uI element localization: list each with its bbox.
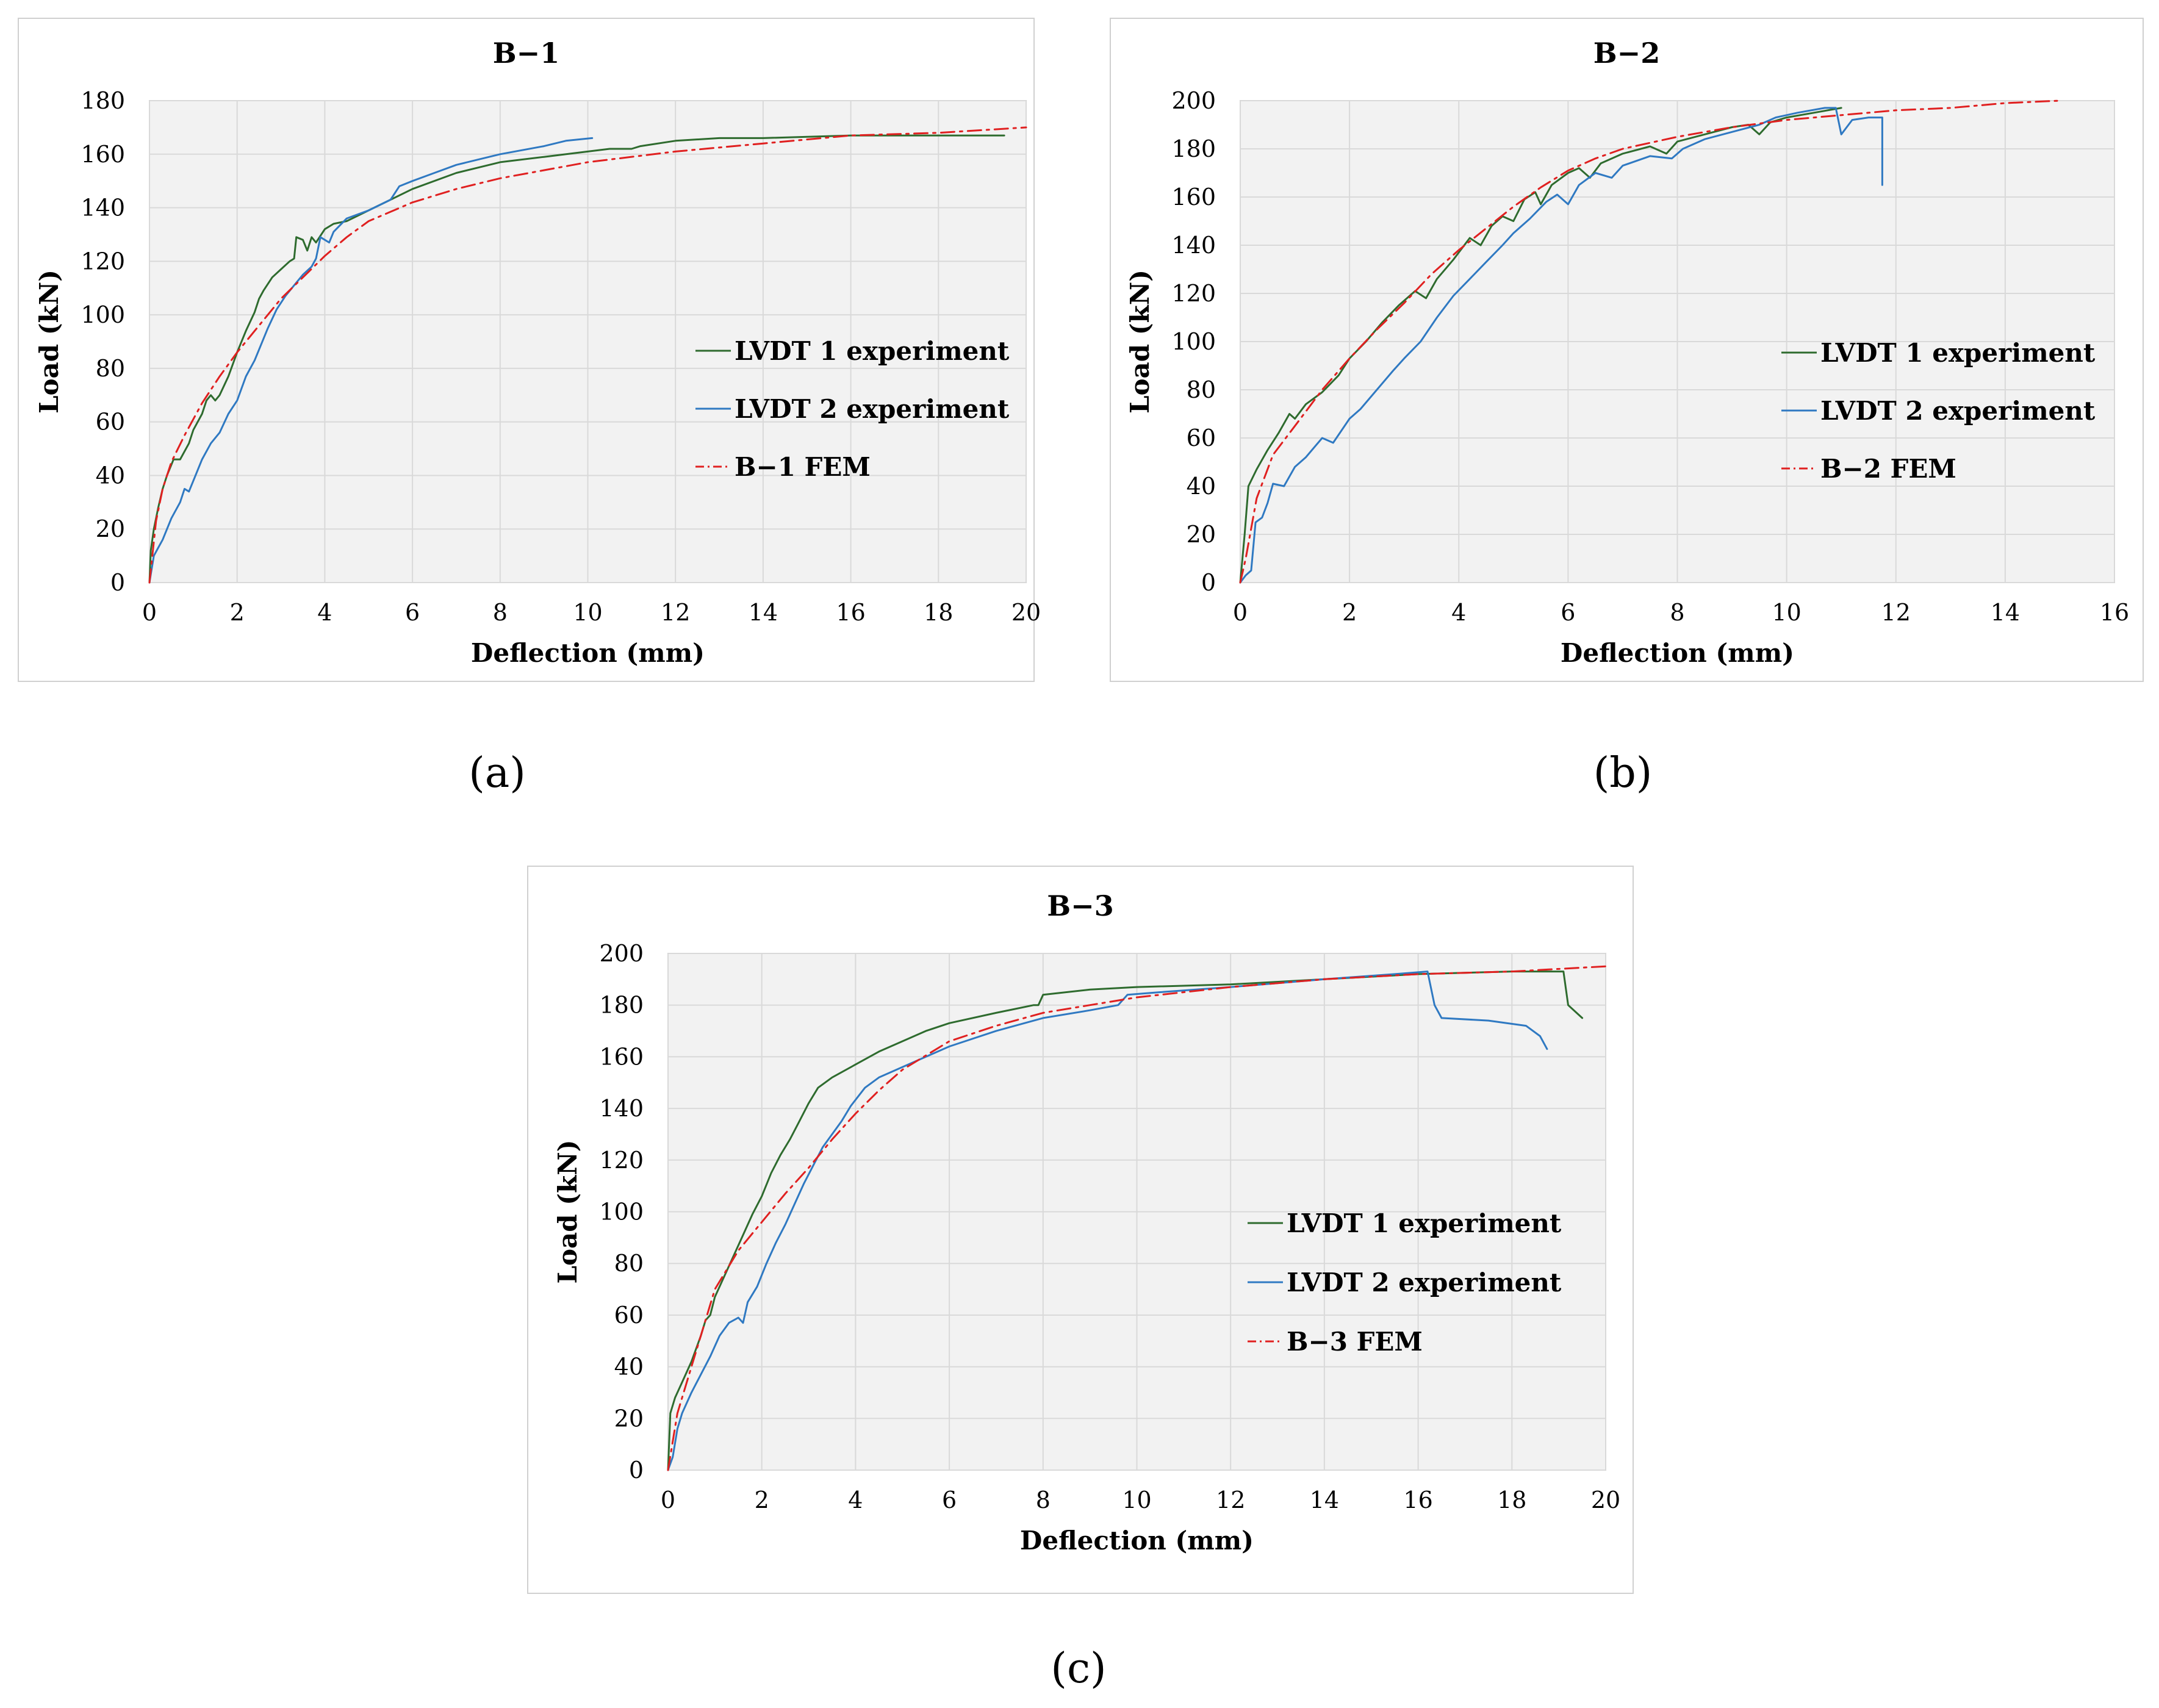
chart-c-y-tick-label: 140 [599,1095,644,1122]
chart-a-series-3-line [148,126,1027,584]
chart-b-y-tick-label: 80 [1187,376,1216,403]
chart-c-y-tick-label: 200 [599,940,644,967]
chart-b-y-tick-label: 160 [1171,184,1216,210]
chart-b-series-3-line [1239,99,2061,584]
chart-c-y-tick-label: 80 [614,1250,644,1277]
chart-a-y-tick-label: 120 [81,248,125,274]
chart-b-legend-label-1: LVDT 1 experiment [1820,338,2096,368]
chart-c-x-tick-label: 2 [755,1487,769,1513]
chart-b-y-tick-label: 20 [1187,521,1216,548]
chart-c-x-tick-label: 18 [1497,1487,1526,1513]
chart-a-y-tick-label: 160 [81,141,125,168]
chart-a-y-tick-label: 40 [96,462,125,489]
chart-a-x-tick-label: 2 [230,599,245,626]
chart-c-x-tick-label: 4 [848,1487,863,1513]
chart-a-x-tick-label: 6 [405,599,420,626]
chart-b-title: B−2 [1593,37,1660,70]
chart-a-legend-label-3: B−1 FEM [735,452,871,482]
chart-a-y-tick-label: 60 [96,409,125,436]
chart-a-x-tick-label: 8 [493,599,508,626]
chart-c-x-tick-label: 12 [1216,1487,1245,1513]
chart-a-y-tick-label: 180 [81,87,125,114]
caption-b: (b) [1593,749,1653,797]
chart-b-series-2-line [1239,107,1883,584]
chart-c-y-axis-label: Load (kN) [553,1140,583,1284]
chart-c-title: B−3 [1047,889,1113,922]
chart-b2: 0 2 4 6 8 10 12 14 16020406080100120140160180200… [1110,18,2144,682]
chart-b-x-tick-label: 16 [2100,599,2129,626]
chart-a-x-tick-label: 16 [836,599,865,626]
chart-a-series-1-line [148,134,1005,584]
chart-a-x-tick-label: 14 [749,599,778,626]
chart-c-series-3-line [667,965,1607,1471]
chart-c-x-tick-label: 16 [1403,1487,1432,1513]
chart-c-y-tick-label: 180 [599,992,644,1019]
chart-b-y-tick-label: 180 [1171,135,1216,162]
chart-b-y-tick-label: 40 [1187,473,1216,500]
chart-c-x-tick-label: 8 [1036,1487,1051,1513]
chart-b-x-tick-label: 8 [1670,599,1684,626]
chart-b-y-tick-label: 100 [1171,328,1216,355]
chart-b-y-tick-label: 0 [1201,569,1216,596]
chart-a-x-tick-label: 10 [573,599,602,626]
chart-a-y-tick-label: 140 [81,195,125,221]
chart-b-legend-label-2: LVDT 2 experiment [1820,396,2096,426]
chart-c-legend-label-3: B−3 FEM [1287,1327,1423,1357]
chart-b-x-tick-label: 6 [1561,599,1575,626]
chart-b3: 0 2 4 6 8 10 12 14 16 18 2002040608010012014016018… [527,866,1634,1594]
chart-b-x-tick-label: 14 [1991,599,2020,626]
chart-b-y-tick-label: 120 [1171,280,1216,307]
chart-c-y-tick-label: 120 [599,1147,644,1174]
chart-a-y-tick-label: 100 [81,301,125,328]
chart-a-series-2-line [148,137,594,584]
chart-c-series-1-line [667,971,1584,1471]
chart-c-x-tick-label: 14 [1310,1487,1339,1513]
chart-b-series-1-line [1239,107,1842,584]
chart-b-x-tick-label: 12 [1881,599,1911,626]
caption-c: (c) [1051,1645,1106,1693]
chart-c-x-tick-label: 0 [661,1487,675,1513]
chart-b-y-tick-label: 60 [1187,425,1216,451]
caption-a: (a) [469,749,526,797]
chart-b1: 0 2 4 6 8 10 12 14 16 18 20 0 20 40 60 80 100 120 140 160 18… [18,18,1041,682]
chart-a-y-tick-label: 20 [96,515,125,542]
chart-b-y-tick-label: 140 [1171,232,1216,259]
chart-a-x-tick-label: 20 [1011,599,1041,626]
chart-c-y-tick-label: 20 [614,1405,644,1432]
chart-a-x-tick-label: 4 [317,599,332,626]
chart-c-x-tick-label: 20 [1591,1487,1620,1513]
chart-c-y-tick-label: 0 [629,1457,644,1484]
chart-b-x-tick-label: 10 [1772,599,1801,626]
chart-b-x-axis-label: Deflection (mm) [1561,638,1794,668]
chart-c-y-tick-label: 160 [599,1043,644,1070]
chart-a-legend-label-1: LVDT 1 experiment [735,336,1010,366]
chart-b-legend-label-3: B−2 FEM [1820,454,1956,484]
chart-b-x-tick-label: 4 [1451,599,1466,626]
chart-c-y-tick-label: 40 [614,1354,644,1380]
chart-b-x-tick-label: 0 [1233,599,1248,626]
chart-a-title: B−1 [493,37,559,70]
chart-a-x-tick-label: 18 [924,599,953,626]
chart-c-series-2-line [667,971,1548,1471]
chart-a-y-tick-label: 80 [96,355,125,382]
chart-a-y-tick-label: 0 [110,569,125,596]
chart-a-legend-label-2: LVDT 2 experiment [735,394,1010,424]
chart-c-legend-label-1: LVDT 1 experiment [1287,1208,1562,1238]
chart-a-y-axis-label: Load (kN) [34,270,64,414]
chart-c-x-tick-label: 6 [942,1487,957,1513]
chart-a-x-tick-label: 0 [142,599,157,626]
chart-c-x-axis-label: Deflection (mm) [1020,1526,1254,1556]
chart-a-x-tick-label: 12 [661,599,690,626]
chart-c-y-tick-label: 100 [599,1199,644,1225]
chart-c-x-tick-label: 10 [1122,1487,1151,1513]
chart-b-x-tick-label: 2 [1342,599,1357,626]
chart-c-legend-label-2: LVDT 2 experiment [1287,1268,1562,1297]
chart-b-y-tick-label: 200 [1171,87,1216,114]
chart-a-x-axis-label: Deflection (mm) [471,638,705,668]
chart-b-y-axis-label: Load (kN) [1125,270,1155,414]
chart-c-y-tick-label: 60 [614,1302,644,1329]
